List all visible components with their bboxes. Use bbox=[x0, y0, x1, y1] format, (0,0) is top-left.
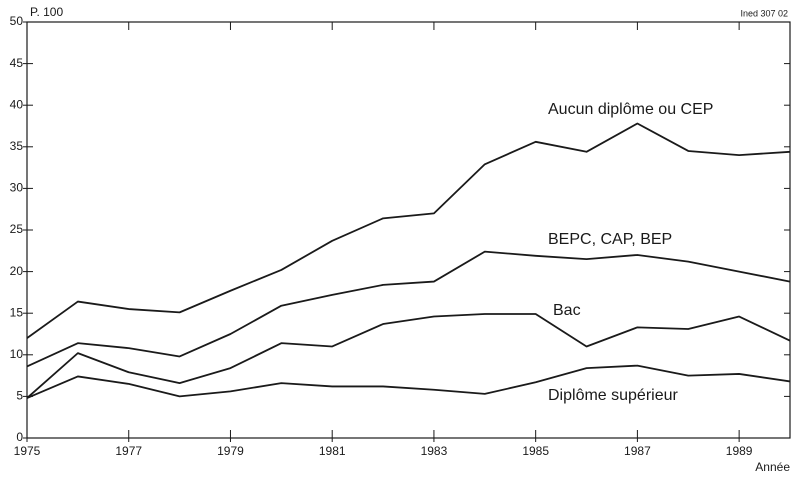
y-axis-label: P. 100 bbox=[30, 5, 63, 19]
x-tick-label: 1975 bbox=[14, 444, 41, 458]
source: Ined 307 02 bbox=[740, 8, 788, 18]
series-line bbox=[26, 250, 791, 368]
x-tick-label: 1979 bbox=[217, 444, 244, 458]
y-tick-label: 40 bbox=[10, 97, 24, 111]
x-tick-label: 1983 bbox=[421, 444, 448, 458]
x-tick-label: 1985 bbox=[522, 444, 549, 458]
x-tick-label: 1989 bbox=[726, 444, 753, 458]
x-tick-label: 1977 bbox=[115, 444, 142, 458]
y-tick-label: 30 bbox=[10, 181, 24, 195]
y-tick-label: 50 bbox=[10, 14, 24, 28]
y-tick-label: 0 bbox=[16, 430, 23, 444]
y-tick-label: 10 bbox=[10, 347, 24, 361]
x-tick-label: 1981 bbox=[319, 444, 346, 458]
y-tick-label: 45 bbox=[10, 56, 24, 70]
series-line bbox=[26, 313, 791, 399]
y-tick-label: 15 bbox=[10, 305, 24, 319]
series-label: Aucun diplôme ou CEP bbox=[548, 101, 713, 118]
series-label: Bac bbox=[553, 302, 581, 319]
y-tick-label: 5 bbox=[16, 389, 23, 403]
series-line bbox=[26, 122, 791, 339]
series-line bbox=[26, 364, 791, 399]
y-tick-label: 25 bbox=[10, 222, 24, 236]
y-tick-label: 20 bbox=[10, 264, 24, 278]
x-axis-label: Année bbox=[755, 460, 790, 474]
x-tick-label: 1987 bbox=[624, 444, 651, 458]
series-label: BEPC, CAP, BEP bbox=[548, 231, 672, 248]
series-label: Diplôme supérieur bbox=[548, 387, 679, 404]
y-tick-label: 35 bbox=[10, 139, 24, 153]
